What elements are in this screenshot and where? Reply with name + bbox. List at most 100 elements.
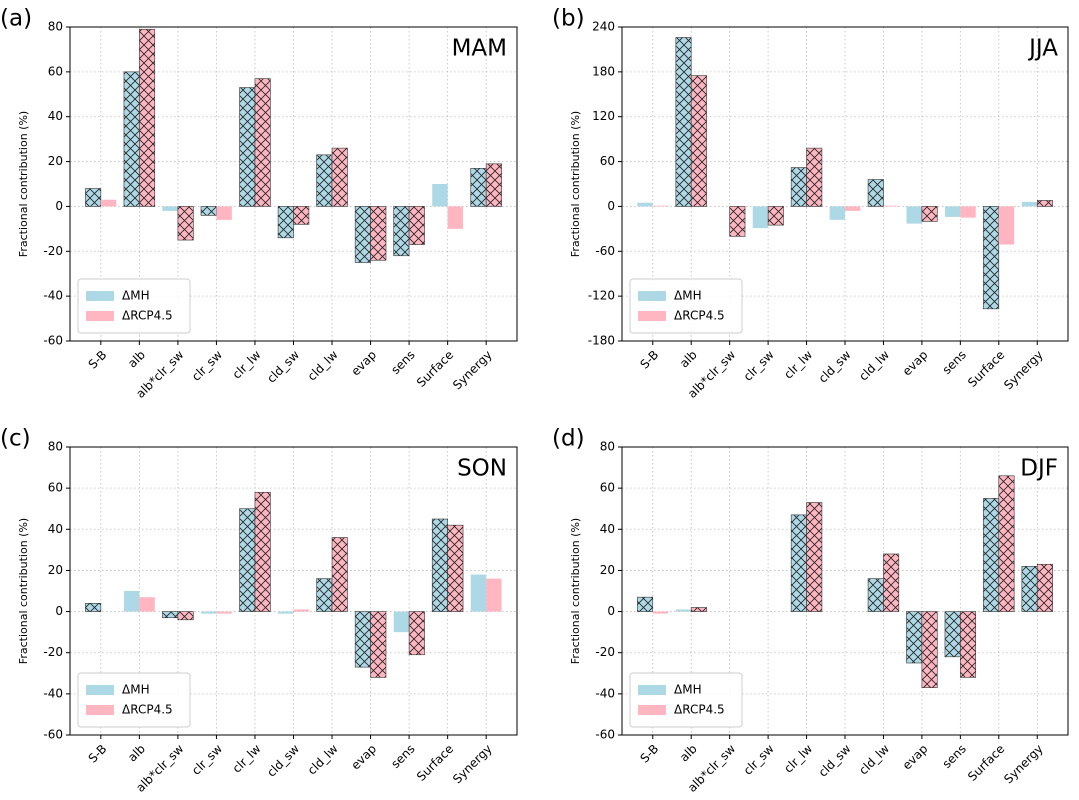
legend-swatch — [86, 705, 114, 715]
hatched-bar — [470, 168, 487, 207]
x-tick-label: sens — [388, 348, 417, 377]
x-tick-label: Synergy — [1001, 348, 1046, 393]
hatched-bar — [123, 71, 140, 207]
y-tick-label: 120 — [592, 109, 615, 123]
x-tick-label: evap — [900, 742, 931, 773]
hatched-bar — [293, 206, 310, 225]
bar — [470, 574, 487, 612]
x-tick-label: alb — [125, 742, 148, 765]
x-tick-label: clr_lw — [230, 348, 264, 382]
x-tick-label: cld_sw — [264, 742, 302, 780]
legend-swatch — [638, 705, 666, 715]
x-tick-label: sens — [940, 348, 969, 377]
y-axis-label: Fractional contribution (%) — [569, 111, 582, 257]
x-tick-label: clr_lw — [781, 348, 815, 382]
hatched-bar — [200, 206, 217, 216]
y-tick-label: 80 — [48, 20, 63, 34]
hatched-bar — [162, 611, 179, 619]
legend-box — [77, 278, 191, 334]
y-tick-label: 60 — [600, 481, 615, 495]
x-tick-label: evap — [348, 742, 379, 773]
hatched-bar — [906, 611, 923, 664]
legend-label: ΔMH — [122, 289, 150, 303]
bar — [393, 611, 410, 633]
x-tick-label: cld_lw — [305, 348, 341, 384]
y-tick-label: 60 — [48, 64, 63, 78]
hatched-bar — [177, 206, 194, 241]
bar — [944, 206, 961, 217]
y-tick-label: -40 — [43, 289, 63, 303]
hatched-bar — [277, 206, 294, 239]
legend-swatch — [86, 311, 114, 321]
y-tick-label: -40 — [43, 686, 63, 700]
x-tick-label: clr_sw — [741, 348, 777, 384]
panel-label: (d) — [552, 426, 585, 452]
bar — [845, 206, 861, 211]
hatched-bar — [139, 28, 156, 207]
y-tick-label: 0 — [55, 199, 63, 213]
bar — [216, 611, 232, 614]
hatched-bar — [331, 537, 348, 612]
hatched-bar — [867, 578, 884, 612]
hatched-bar — [806, 502, 823, 612]
season-title: DJF — [1020, 456, 1058, 482]
legend-label: ΔRCP4.5 — [674, 703, 725, 717]
x-tick-label: evap — [900, 348, 931, 379]
y-axis-label: Fractional contribution (%) — [17, 518, 30, 664]
x-tick-label: cld_sw — [264, 348, 302, 386]
season-title: JJA — [1027, 36, 1058, 62]
season-title: MAM — [452, 36, 507, 62]
hatched-bar — [85, 188, 102, 207]
hatched-bar — [254, 78, 271, 207]
hatched-bar — [177, 611, 194, 621]
hatched-bar — [729, 206, 746, 237]
hatched-bar — [637, 596, 654, 612]
y-tick-label: 20 — [48, 563, 63, 577]
y-tick-label: -20 — [595, 645, 615, 659]
legend-label: ΔMH — [674, 683, 702, 697]
plot-frame — [69, 26, 518, 342]
legend-label: ΔRCP4.5 — [122, 703, 173, 717]
y-tick-label: -120 — [588, 289, 615, 303]
y-tick-label: 0 — [607, 199, 615, 213]
hatched-bar — [883, 553, 900, 612]
y-tick-label: 60 — [600, 154, 615, 168]
bar — [829, 206, 845, 220]
x-tick-label: Synergy — [450, 742, 495, 787]
x-tick-label: alb — [125, 348, 148, 371]
hatched-bar — [316, 154, 333, 207]
bar — [652, 205, 669, 207]
y-axis-label: Fractional contribution (%) — [569, 518, 582, 664]
hatched-bar — [675, 37, 692, 207]
hatched-bar — [1036, 200, 1053, 207]
y-tick-label: 40 — [48, 109, 63, 123]
bar — [486, 578, 502, 612]
x-tick-label: clr_lw — [781, 742, 815, 776]
x-tick-label: alb — [677, 348, 700, 371]
plot-frame — [69, 446, 518, 736]
y-tick-label: 20 — [600, 563, 615, 577]
panel-label: (c) — [0, 426, 31, 452]
bar — [883, 205, 899, 207]
bar — [278, 611, 294, 614]
x-tick-label: cld_lw — [856, 348, 892, 384]
x-tick-label: cld_lw — [856, 742, 892, 778]
hatched-bar — [790, 167, 807, 207]
bar — [123, 591, 140, 612]
hatched-bar — [960, 611, 977, 678]
legend-box — [77, 672, 191, 728]
x-tick-label: clr_sw — [741, 742, 777, 778]
bar — [752, 206, 769, 229]
bar — [652, 611, 669, 614]
y-tick-label: 40 — [600, 522, 615, 536]
hatched-bar — [254, 491, 271, 612]
plot-frame — [621, 26, 1069, 342]
y-tick-label: -60 — [595, 728, 615, 742]
hatched-bar — [690, 607, 707, 612]
x-tick-label: clr_sw — [189, 348, 225, 384]
bar — [637, 202, 653, 207]
legend-box — [629, 672, 743, 728]
hatched-bar — [370, 206, 387, 261]
season-title: SON — [457, 456, 507, 482]
